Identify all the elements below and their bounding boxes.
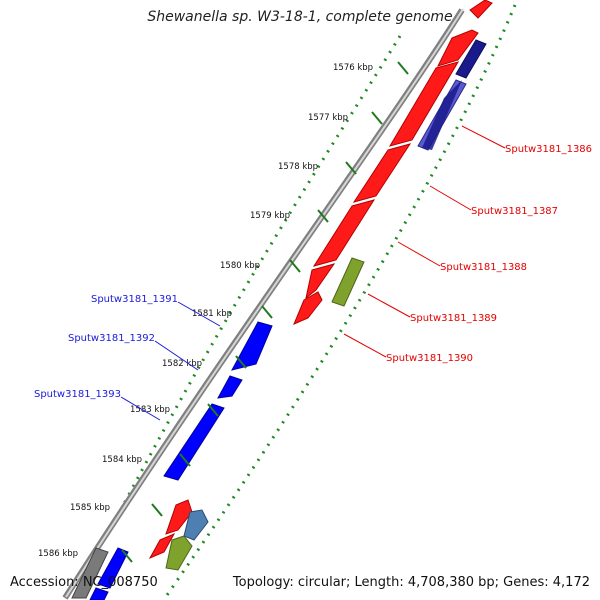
tick-label: 1577 kbp xyxy=(308,113,348,123)
gene-label[interactable]: Sputw3181_1393 xyxy=(34,389,121,400)
tick-mark xyxy=(289,259,301,273)
gene-label-leader xyxy=(343,333,387,358)
gene-label-leader xyxy=(367,293,411,318)
tick-label: 1586 kbp xyxy=(38,549,78,559)
gene-label-leader xyxy=(177,301,221,327)
cds-feature-1393[interactable] xyxy=(163,403,225,481)
cds-feature-bottom-1[interactable] xyxy=(165,499,193,535)
gene-label[interactable]: Sputw3181_1389 xyxy=(410,313,497,324)
tick-mark xyxy=(207,403,219,417)
tick-label: 1585 kbp xyxy=(70,503,110,513)
gene-label[interactable]: Sputw3181_1386 xyxy=(505,144,592,155)
gene-label[interactable]: Sputw3181_1391 xyxy=(91,294,178,305)
cds-feature-bottom-blue-2[interactable] xyxy=(89,587,109,600)
cds-feature-grey[interactable] xyxy=(71,547,109,599)
rna-feature-bottom[interactable] xyxy=(165,535,193,571)
gene-label[interactable]: Sputw3181_1390 xyxy=(386,353,473,364)
map-title: Shewanella sp. W3-18-1, complete genome xyxy=(147,9,453,25)
gene-label-leader xyxy=(429,185,472,211)
genome-summary-label: Topology: circular; Length: 4,708,380 bp… xyxy=(232,575,590,590)
gene-label[interactable]: Sputw3181_1388 xyxy=(440,262,527,273)
cds-feature-1389[interactable] xyxy=(312,199,376,267)
rna-feature-1389[interactable] xyxy=(331,257,365,307)
tick-label: 1582 kbp xyxy=(162,359,202,369)
gene-label-group: Sputw3181_1386 Sputw3181_1387 Sputw3181_13… xyxy=(34,125,592,421)
tick-mark xyxy=(261,305,273,319)
tick-label: 1580 kbp xyxy=(220,261,260,271)
cds-feature[interactable] xyxy=(469,0,493,19)
forward-strand-features xyxy=(148,0,493,560)
reverse-strand-features xyxy=(71,321,273,600)
cds-feature-1392[interactable] xyxy=(217,375,243,399)
misc-feature-steelblue[interactable] xyxy=(183,509,209,541)
gene-label-leader xyxy=(397,241,441,267)
accession-label: Accession: NC_008750 xyxy=(10,575,158,590)
gene-label[interactable]: Sputw3181_1387 xyxy=(471,206,558,217)
gene-label-leader xyxy=(461,125,506,149)
gene-label-leader xyxy=(120,396,161,421)
tick-label: 1578 kbp xyxy=(278,162,318,172)
cds-feature-1388[interactable] xyxy=(352,143,412,203)
tick-mark xyxy=(235,355,247,369)
other-strand-features xyxy=(417,39,487,151)
cds-feature-bottom-blue[interactable] xyxy=(97,547,129,589)
cds-feature-1390[interactable] xyxy=(305,263,336,300)
tick-mark xyxy=(317,209,329,223)
cds-feature-dark-blue[interactable] xyxy=(455,39,487,79)
tick-mark xyxy=(397,61,409,75)
tick-group: 1576 kbp 1577 kbp 1578 kbp 1579 kbp 1580 kbp… xyxy=(38,61,409,563)
cds-feature-1386-region[interactable] xyxy=(437,29,479,67)
cds-feature-dark-navy[interactable] xyxy=(422,80,462,150)
gene-label[interactable]: Sputw3181_1392 xyxy=(68,333,155,344)
tick-mark xyxy=(121,549,133,563)
tick-mark xyxy=(345,161,357,175)
genome-backbone-highlight xyxy=(65,8,464,598)
tick-label: 1584 kbp xyxy=(102,455,142,465)
gene-label-leader xyxy=(154,340,199,371)
tick-label: 1581 kbp xyxy=(192,309,232,319)
tick-mark xyxy=(371,111,383,125)
tick-label: 1579 kbp xyxy=(250,211,290,221)
cds-feature-small[interactable] xyxy=(293,291,323,325)
cds-feature-bottom-2[interactable] xyxy=(148,532,176,560)
tick-mark xyxy=(151,503,163,517)
cds-feature-1391[interactable] xyxy=(231,321,273,371)
tick-label: 1583 kbp xyxy=(130,405,170,415)
cds-feature-1387[interactable] xyxy=(388,61,460,147)
tick-mark xyxy=(179,453,191,467)
tick-label: 1576 kbp xyxy=(333,63,373,73)
